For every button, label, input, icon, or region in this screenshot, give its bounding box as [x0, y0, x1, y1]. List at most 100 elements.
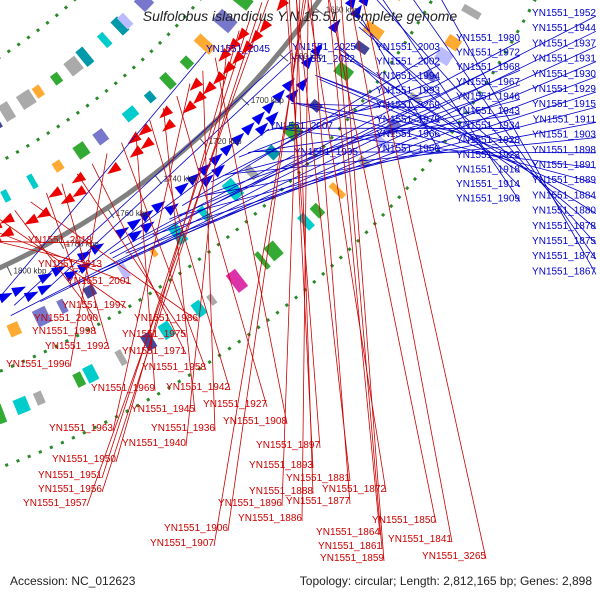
feature-band — [122, 105, 140, 122]
forward-gene-label: YN1551_1867 — [532, 266, 596, 277]
reverse-gene-label: YN1551_1992 — [45, 341, 109, 352]
reverse-gene-arrow — [72, 172, 87, 184]
forward-gene-label: YN1551_1880 — [532, 206, 596, 217]
reverse-gene-label: YN1551_1998 — [32, 326, 96, 337]
feature-band — [226, 269, 248, 293]
reverse-gene-label: YN1551_2001 — [67, 276, 131, 287]
reverse-gene-label: YN1551_1942 — [166, 382, 230, 393]
forward-gene-label: YN1551_1979 — [376, 115, 440, 126]
kbp-tick — [242, 98, 249, 105]
forward-gene-label: YN1551_1944 — [532, 23, 596, 34]
forward-gene-label: YN1551_1937 — [532, 38, 596, 49]
dotted-ring — [0, 0, 305, 211]
forward-gene-label: YN1551_1909 — [456, 194, 520, 205]
feature-band — [26, 173, 38, 189]
reverse-gene-label: YN1551_1958 — [142, 362, 206, 373]
forward-gene-label: YN1551_2002 — [376, 57, 440, 68]
reverse-gene-label: YN1551_1841 — [388, 534, 452, 545]
forward-gene-label: YN1551_1898 — [532, 145, 596, 156]
feature-band — [16, 89, 37, 110]
reverse-gene-label: YN1551_1957 — [23, 498, 87, 509]
forward-gene-label: YN1551_1911 — [533, 114, 597, 125]
reverse-gene-label: YN1551_1963 — [49, 423, 113, 434]
forward-gene-label: YN1551_1966 — [376, 129, 440, 140]
reverse-gene-label: YN1551_1861 — [318, 541, 382, 552]
reverse-gene-label: YN1551_1881 — [286, 473, 350, 484]
feature-band — [264, 144, 280, 160]
reverse-gene-arrow — [0, 213, 15, 224]
forward-gene-label: YN1551_1891 — [532, 160, 596, 171]
reverse-gene-label: YN1551_2000 — [34, 313, 98, 324]
forward-gene-label: YN1551_1884 — [532, 190, 596, 201]
kbp-tick-label: 1700 kbp — [251, 96, 284, 105]
forward-gene-arrow — [255, 123, 268, 137]
reverse-gene-arrow — [73, 185, 88, 197]
forward-gene-arrow — [127, 219, 141, 231]
reverse-gene-arrow — [24, 214, 39, 225]
feature-band — [72, 371, 86, 387]
reverse-gene-arrow — [141, 137, 155, 150]
forward-gene-label: YN1551_1943 — [456, 106, 520, 117]
feature-band — [12, 396, 30, 415]
feature-band — [0, 404, 7, 427]
forward-gene-arrow — [11, 287, 26, 298]
reverse-gene-label: YN1551_1936 — [151, 423, 215, 434]
reverse-gene-arrow — [37, 207, 52, 218]
reverse-gene-label: YN1551_1893 — [249, 460, 313, 471]
reverse-gene-label: YN1551_1906 — [164, 523, 228, 534]
forward-gene-label: YN1551_1878 — [532, 221, 596, 232]
feature-band — [297, 213, 315, 231]
feature-band — [0, 101, 16, 122]
reverse-gene-label: YN1551_1864 — [316, 527, 380, 538]
forward-gene-label: YN1551_1874 — [532, 251, 596, 262]
feature-band — [52, 159, 65, 172]
reverse-gene-label: YN1551_1850 — [372, 515, 436, 526]
forward-gene-label: YN1551_1903 — [532, 130, 596, 141]
reverse-gene-label: YN1551_1927 — [203, 399, 267, 410]
reverse-gene-arrow — [61, 193, 76, 205]
kbp-tick — [155, 176, 161, 184]
reverse-gene-label: YN1551_1996 — [6, 359, 70, 370]
feature-band — [72, 141, 90, 160]
reverse-gene-arrow — [48, 186, 63, 198]
forward-gene-label: YN1551_1946 — [456, 91, 520, 102]
reverse-gene-arrow — [159, 105, 173, 118]
reverse-gene-label: YN1551_1859 — [320, 553, 384, 564]
accession-text: Accession: NC_012623 — [10, 574, 135, 588]
forward-gene-label: YN1551_1960 — [376, 144, 440, 155]
genome-title: Sulfolobus islandicus Y.N.15.51, complet… — [0, 8, 600, 24]
forward-gene-label: YN1551_1967 — [456, 77, 520, 88]
reverse-gene-label: YN1551_1951 — [38, 470, 102, 481]
reverse-gene-label: YN1551_1940 — [122, 438, 186, 449]
reverse-gene-label: YN1551_1896 — [218, 498, 282, 509]
forward-gene-label: YN1551_1993 — [376, 86, 440, 97]
reverse-gene-label: YN1551_1908 — [223, 416, 287, 427]
forward-gene-label: YN1551_1972 — [456, 48, 520, 59]
reverse-gene-arrow — [162, 119, 176, 132]
feature-band — [180, 55, 195, 70]
forward-gene-label: YN1551_1994 — [376, 71, 440, 82]
feature-band — [206, 293, 217, 306]
leader-line — [284, 0, 321, 448]
reverse-gene-label: YN1551_1945 — [131, 404, 195, 415]
feature-band — [390, 0, 406, 1]
reverse-gene-arrow — [107, 162, 121, 174]
reverse-gene-label: YN1551_1877 — [286, 496, 350, 507]
forward-gene-label: YN1551_1929 — [532, 84, 596, 95]
feature-band — [97, 32, 113, 48]
feature-band — [50, 72, 63, 86]
feature-band — [33, 390, 46, 405]
feature-band — [159, 72, 177, 90]
reverse-gene-label: YN1551_1907 — [150, 538, 214, 549]
forward-gene-label: YN1551_1968 — [456, 62, 520, 73]
feature-band — [144, 90, 157, 103]
feature-band — [310, 203, 326, 219]
reverse-gene-label: YN1551_1897 — [256, 440, 320, 451]
forward-gene-label: YN1551_1930 — [532, 69, 596, 80]
forward-gene-label: YN1551_1915 — [532, 99, 596, 110]
reverse-gene-label: YN1551_3265 — [422, 551, 486, 562]
feature-band — [32, 84, 45, 98]
forward-gene-label: YN1551_2045 — [206, 44, 270, 55]
feature-band — [92, 128, 109, 145]
